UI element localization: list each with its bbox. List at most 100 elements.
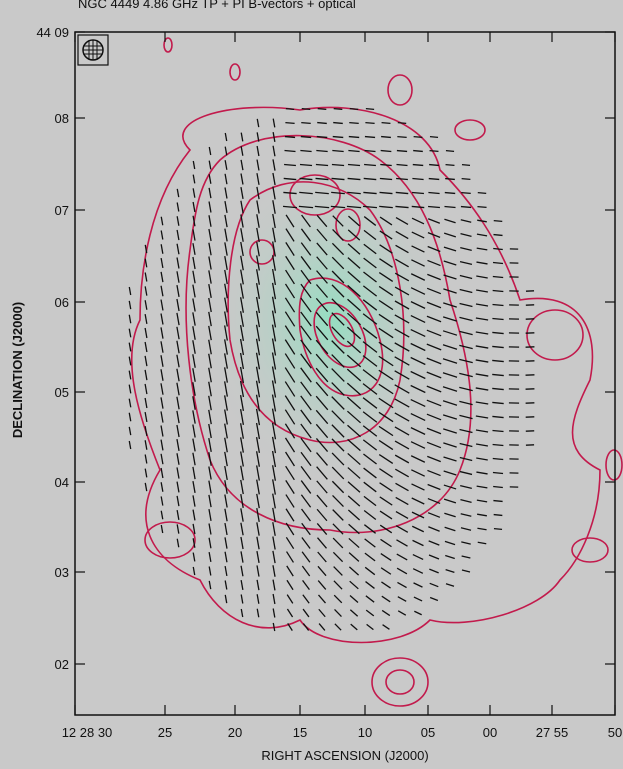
b-vector [395,230,409,240]
b-vector [428,540,440,546]
b-vector [224,381,228,397]
b-vector [364,163,376,167]
b-vector [429,163,439,167]
b-vector [272,536,276,550]
b-vector [240,200,244,214]
b-vector [284,437,296,453]
b-vector [379,468,393,478]
b-vector [461,569,471,573]
b-vector [144,426,148,436]
b-vector [349,609,359,617]
b-vector [442,400,458,406]
b-vector [208,551,212,563]
b-vector [475,373,489,377]
b-vector [411,483,425,491]
b-vector [300,256,312,270]
b-vector [363,191,377,195]
b-vector [331,424,345,438]
contour [335,208,361,242]
b-vector [461,164,471,166]
b-vector [394,314,410,324]
b-vector [208,325,212,341]
b-vector [176,467,180,479]
b-vector [365,595,375,603]
b-vector [208,566,212,576]
b-vector [240,241,244,257]
b-vector [271,380,277,398]
b-vector [442,386,458,392]
b-vector [331,177,345,181]
b-vector [256,255,260,271]
b-vector [492,429,504,433]
b-vector [224,551,228,563]
b-vector [284,325,296,341]
b-vector [411,511,425,519]
b-vector [427,232,441,238]
b-vector [476,457,488,461]
b-vector [426,343,442,351]
b-vector [224,465,228,481]
b-vector [160,355,164,367]
b-vector [272,522,276,536]
b-vector [272,622,276,632]
b-vector [208,242,212,256]
b-vector [271,366,277,384]
b-vector [285,121,295,125]
b-vector [286,579,294,591]
b-vector [492,303,504,307]
b-vector [160,411,164,423]
b-vector [445,149,455,153]
b-vector [426,287,442,295]
b-vector [461,191,471,195]
b-vector [128,328,132,338]
b-vector [208,228,212,242]
b-vector [427,497,441,505]
b-vector [272,579,276,591]
b-vector [271,450,277,468]
b-vector [378,313,394,325]
b-vector [272,132,276,142]
b-vector [208,297,212,313]
b-vector [380,567,392,575]
b-vector [256,465,260,481]
b-vector [239,409,245,425]
b-vector [410,273,426,281]
b-vector [428,526,440,532]
b-vector [492,345,504,349]
b-vector [271,255,277,271]
b-vector [192,215,196,227]
b-vector [378,439,394,451]
b-vector [346,340,362,354]
plot-frame [74,31,616,716]
b-vector [429,568,439,574]
b-vector [316,135,328,139]
b-vector [363,481,377,493]
b-vector [332,149,344,153]
b-vector [284,339,296,355]
b-vector [379,205,393,209]
b-vector [427,245,441,253]
b-vector [330,205,346,209]
b-vector [208,494,212,508]
y-tick-label: 06 [55,295,69,310]
b-vector [317,565,327,577]
b-vector [240,255,244,271]
b-vector [144,369,148,381]
b-vector [224,508,228,522]
b-vector [315,297,329,313]
b-vector [272,608,276,618]
b-vector [364,566,376,576]
b-vector [348,149,360,153]
b-vector [426,301,442,309]
b-vector [256,269,260,285]
b-vector [459,260,473,266]
b-vector [176,424,180,438]
b-vector [239,311,245,327]
b-vector [492,471,504,475]
b-vector [365,609,375,617]
b-vector [475,443,489,447]
b-vector [208,339,212,355]
b-vector [331,368,345,382]
b-vector [271,310,277,328]
b-vector [256,173,260,185]
